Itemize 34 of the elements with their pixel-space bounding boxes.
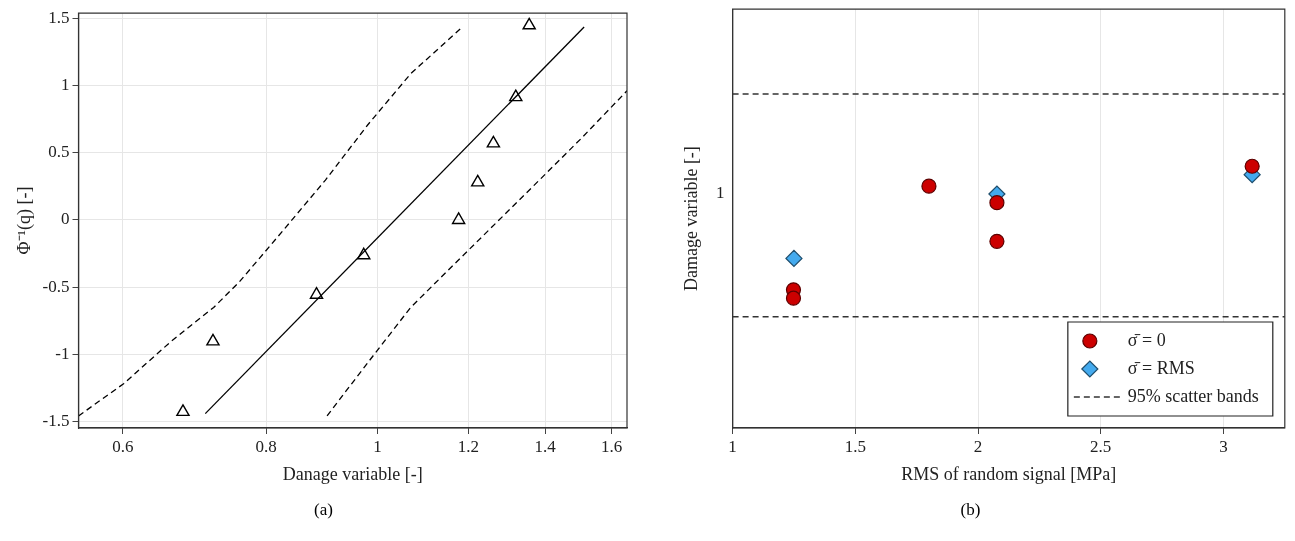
point (1244, 158, 1260, 174)
x-tick-label: 0.8 (255, 436, 277, 456)
point (785, 290, 802, 306)
x-tick-label: 1.6 (601, 436, 623, 456)
y-tick-label: 0.5 (48, 142, 70, 162)
x-axis-title: RMS of random signal [MPa] (901, 463, 1117, 484)
y-tick-label: -1 (55, 343, 70, 363)
y-tick-label: -1.5 (42, 410, 70, 430)
y-axis-title: Φ⁻¹(q) [-] (13, 186, 35, 255)
x-tick-label: 1.2 (457, 436, 479, 456)
x-tick-label: 1.4 (534, 436, 557, 456)
x-tick-label: 1.5 (844, 436, 866, 456)
point (989, 195, 1005, 211)
y-axis-title: Damage variable [-] (680, 146, 701, 292)
legend-label: 95% scatter bands (1127, 385, 1259, 406)
text: 1 (716, 182, 725, 202)
x-tick-label: 1 (373, 436, 382, 456)
x-tick-label: 2.5 (1090, 436, 1112, 456)
legend-label: σ̄ = RMS (1127, 357, 1195, 378)
x-tick-label: 0.6 (112, 436, 134, 456)
legend-label: σ̄ = 0 (1127, 329, 1166, 350)
y-tick-label: 1 (61, 75, 70, 95)
text: (a) (313, 500, 334, 520)
point (785, 249, 803, 267)
y-tick-label: -0.5 (42, 276, 70, 296)
x-tick-label: 3 (1219, 436, 1228, 456)
y-tick-label: 0 (61, 209, 70, 229)
point (989, 233, 1005, 249)
x-tick-label: 1 (728, 436, 737, 456)
text: (b) (959, 500, 982, 520)
x-axis-title: Danage variable [-] (282, 463, 423, 484)
x-tick-label: 2 (973, 436, 983, 456)
point (921, 178, 937, 194)
y-tick-label: 1.5 (48, 8, 70, 28)
